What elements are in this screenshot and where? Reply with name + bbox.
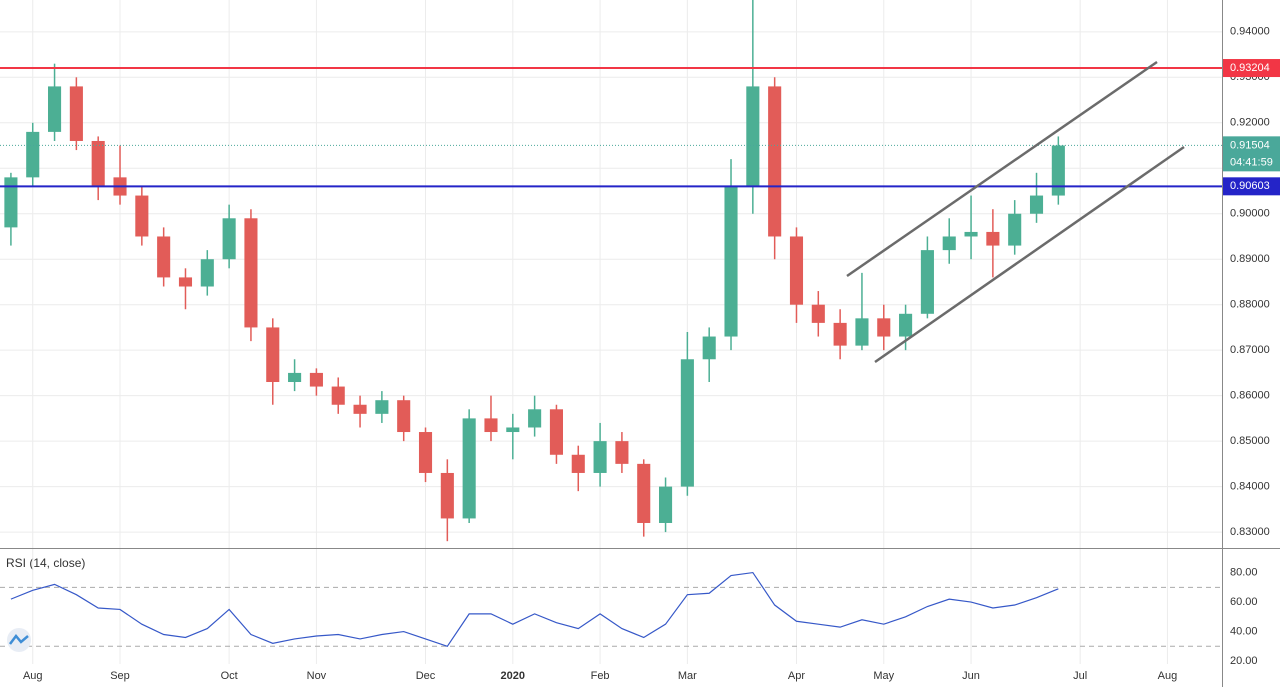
candle-body	[549, 409, 563, 455]
candle-body	[1008, 213, 1022, 246]
logo-mark	[9, 633, 29, 645]
candle-body	[484, 418, 498, 433]
x-tick-label: Oct	[221, 670, 238, 682]
x-tick-label: Jun	[962, 670, 980, 682]
candle-body	[659, 486, 673, 523]
y-tick-label: 0.87000	[1230, 344, 1270, 356]
candle-body	[746, 86, 760, 187]
candle-body	[811, 304, 825, 323]
x-tick-label: Sep	[110, 670, 130, 682]
candle-body	[855, 318, 869, 346]
candle-body	[637, 463, 651, 523]
candle-body	[986, 231, 1000, 246]
candle-body	[418, 432, 433, 473]
rsi-title: RSI (14, close)	[6, 556, 85, 570]
x-tick-label: Aug	[23, 670, 43, 682]
candle-body	[920, 250, 934, 314]
candle-body	[615, 441, 629, 464]
candle-body	[178, 277, 193, 287]
x-tick-label: Aug	[1158, 670, 1178, 682]
x-tick-label: May	[873, 670, 894, 682]
candle-body	[899, 313, 913, 337]
candle-body	[702, 336, 716, 360]
y-tick-label: 0.90000	[1230, 208, 1270, 220]
price-label-box	[1223, 177, 1280, 196]
candle-body	[768, 86, 782, 237]
candle-body	[462, 418, 476, 519]
candle-body	[964, 231, 978, 237]
x-tick-label: Apr	[788, 670, 805, 682]
last-price-label: 0.91504	[1230, 139, 1270, 151]
x-tick-label: Jul	[1073, 670, 1087, 682]
rsi-line	[10, 571, 1059, 648]
candle-body	[222, 218, 236, 260]
candle-body	[135, 195, 149, 237]
candle-body	[571, 454, 585, 473]
rsi-tick-label: 20.00	[1230, 655, 1258, 667]
candle-body	[528, 409, 542, 428]
candle-body	[440, 472, 454, 519]
candle-body	[69, 86, 83, 141]
candle-body	[375, 400, 389, 414]
y-tick-label: 0.83000	[1230, 526, 1270, 538]
y-tick-label: 0.84000	[1230, 481, 1270, 493]
candle-body	[244, 218, 258, 328]
channel-line	[846, 60, 1158, 278]
candle-body	[593, 441, 607, 473]
x-tick-label: 2020	[501, 670, 525, 682]
y-tick-label: 0.88000	[1230, 299, 1270, 311]
x-tick-label: Dec	[416, 670, 436, 682]
rsi-tick-label: 40.00	[1230, 625, 1258, 637]
candle-body	[1029, 195, 1044, 214]
candle-body	[789, 236, 804, 305]
price-label-box	[1223, 59, 1280, 78]
candle-body	[4, 177, 18, 228]
rsi-tick-label: 80.00	[1230, 566, 1258, 578]
candle-body	[266, 327, 280, 383]
y-tick-label: 0.89000	[1230, 253, 1270, 265]
candle-body	[288, 372, 302, 383]
candle-body	[506, 427, 520, 433]
candle-body	[1051, 145, 1065, 196]
candle-body	[200, 259, 214, 287]
candle-body	[877, 318, 891, 337]
x-tick-label: Mar	[678, 670, 697, 682]
y-tick-label: 0.86000	[1230, 390, 1270, 402]
x-tick-label: Feb	[591, 670, 610, 682]
candle-body	[48, 86, 62, 132]
y-tick-label: 0.94000	[1230, 26, 1270, 38]
countdown-label: 04:41:59	[1230, 156, 1273, 168]
candle-body	[724, 186, 738, 337]
candle-body	[91, 140, 105, 187]
candle-body	[833, 322, 847, 346]
candle-body	[157, 236, 171, 278]
rsi-tick-label: 60.00	[1230, 596, 1258, 608]
x-tick-label: Nov	[307, 670, 327, 682]
y-tick-label: 0.92000	[1230, 117, 1270, 129]
candle-body	[353, 404, 367, 414]
candle-body	[942, 236, 956, 251]
candle-body	[397, 400, 411, 433]
y-tick-label: 0.85000	[1230, 435, 1270, 447]
candle-body	[309, 372, 323, 387]
candle-body	[680, 359, 694, 487]
channel-line	[874, 145, 1185, 364]
last-price-box	[1223, 136, 1280, 172]
candle-body	[26, 131, 40, 178]
price-label: 0.90603	[1230, 180, 1270, 192]
price-label: 0.93204	[1230, 62, 1270, 74]
candle-body	[331, 386, 345, 405]
